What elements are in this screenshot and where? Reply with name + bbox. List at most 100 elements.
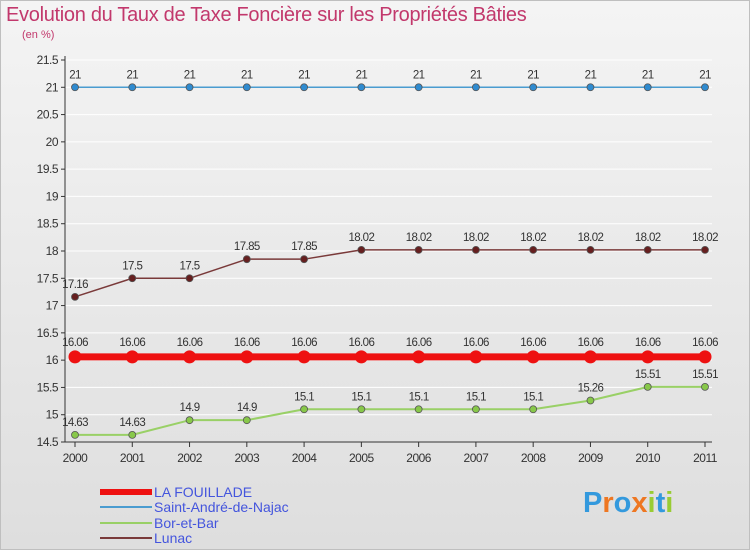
legend-swatch: [100, 506, 152, 509]
data-label: 21: [184, 69, 196, 81]
data-point: [643, 83, 652, 92]
data-label: 18.02: [578, 232, 604, 244]
data-point: [357, 246, 366, 254]
legend-item: Lunac: [100, 530, 289, 546]
data-point: [698, 350, 712, 364]
data-point: [185, 274, 194, 283]
data-label: 14.9: [237, 402, 257, 414]
data-label: 21: [470, 69, 482, 81]
legend-item: LA FOUILLADE: [100, 484, 289, 500]
legend-swatch: [100, 488, 152, 495]
data-label: 15.1: [409, 391, 429, 403]
data-point: [125, 350, 139, 364]
chart-title: Evolution du Taux de Taxe Foncière sur l…: [6, 4, 527, 26]
x-tick-label: 2005: [349, 451, 375, 465]
data-label: 21: [241, 69, 253, 81]
data-point: [414, 83, 423, 92]
x-tick-label: 2000: [63, 451, 89, 465]
data-label: 18.02: [348, 232, 374, 244]
data-label: 16.06: [635, 337, 661, 349]
x-tick-label: 2006: [406, 451, 432, 465]
data-point: [701, 83, 709, 92]
data-point: [529, 246, 538, 254]
data-label: 18.02: [463, 232, 489, 244]
logo-letter: t: [655, 487, 666, 519]
data-label: 16.06: [291, 337, 317, 349]
logo-letter: P: [583, 487, 603, 519]
data-point: [414, 405, 423, 414]
data-label: 16.06: [348, 337, 374, 349]
data-point: [128, 83, 137, 92]
data-point: [583, 350, 597, 364]
x-tick-label: 2002: [177, 451, 203, 465]
legend-swatch: [100, 521, 152, 524]
data-point: [472, 246, 480, 254]
data-point: [586, 83, 595, 92]
x-tick-label: 2001: [120, 451, 146, 465]
data-point: [128, 431, 137, 439]
data-label: 17.85: [291, 241, 317, 253]
data-label: 16.06: [406, 337, 432, 349]
data-label: 17.5: [180, 260, 200, 272]
data-point: [701, 382, 709, 391]
data-label: 15.1: [523, 391, 543, 403]
data-label: 15.26: [578, 383, 604, 395]
legend-label: Bor-et-Bar: [154, 514, 219, 531]
data-label: 14.63: [62, 417, 88, 429]
data-label: 18.02: [406, 232, 432, 244]
data-point: [242, 83, 251, 92]
data-point: [529, 405, 538, 414]
data-label: 14.63: [119, 417, 145, 429]
data-label: 15.51: [635, 369, 661, 381]
data-label: 17.5: [122, 260, 142, 272]
y-tick-label: 19.5: [37, 162, 59, 176]
chart-legend: LA FOUILLADE Saint-André-de-Najac Bor-et-B…: [100, 484, 289, 546]
proxiti-logo: Proxiti: [583, 487, 673, 520]
y-tick-label: 16.5: [37, 326, 59, 340]
data-label: 21: [356, 69, 368, 81]
y-tick-label: 19: [46, 189, 59, 203]
y-tick-label: 15: [46, 408, 59, 422]
data-point: [71, 83, 79, 92]
data-point: [469, 350, 483, 364]
data-point: [586, 396, 595, 405]
data-point: [300, 405, 308, 414]
data-label: 16.06: [520, 337, 546, 349]
data-label: 18.02: [692, 232, 718, 244]
series-line: [74, 249, 705, 298]
data-point: [183, 350, 197, 364]
legend-swatch: [100, 537, 152, 540]
data-point: [297, 350, 311, 364]
x-tick-label: 2003: [234, 451, 260, 465]
data-label: 17.16: [62, 279, 88, 291]
y-tick-label: 14.5: [37, 435, 59, 449]
data-label: 15.1: [294, 391, 314, 403]
legend-label: LA FOUILLADE: [154, 483, 253, 500]
data-point: [185, 416, 194, 425]
data-label: 21: [69, 69, 81, 81]
y-tick-label: 18.5: [37, 217, 59, 231]
x-tick-label: 2010: [635, 451, 661, 465]
data-point: [68, 350, 82, 364]
data-point: [412, 350, 426, 364]
logo-letter: o: [613, 487, 632, 519]
data-point: [300, 83, 308, 92]
data-label: 14.9: [180, 402, 200, 414]
data-point: [643, 382, 652, 391]
data-point: [414, 246, 423, 254]
data-label: 21: [527, 69, 539, 81]
data-label: 18.02: [520, 232, 546, 244]
logo-letter: r: [602, 487, 614, 519]
y-axis-unit: (en %): [22, 29, 55, 41]
y-tick-label: 16: [46, 353, 59, 367]
data-label: 21: [126, 69, 138, 81]
data-point: [185, 83, 194, 92]
data-label: 21: [298, 69, 310, 81]
data-label: 16.06: [119, 337, 145, 349]
data-label: 16.06: [62, 337, 88, 349]
data-label: 17.85: [234, 241, 260, 253]
y-tick-label: 17.5: [37, 271, 59, 285]
legend-item: Saint-André-de-Najac: [100, 499, 289, 515]
data-label: 15.1: [351, 391, 371, 403]
